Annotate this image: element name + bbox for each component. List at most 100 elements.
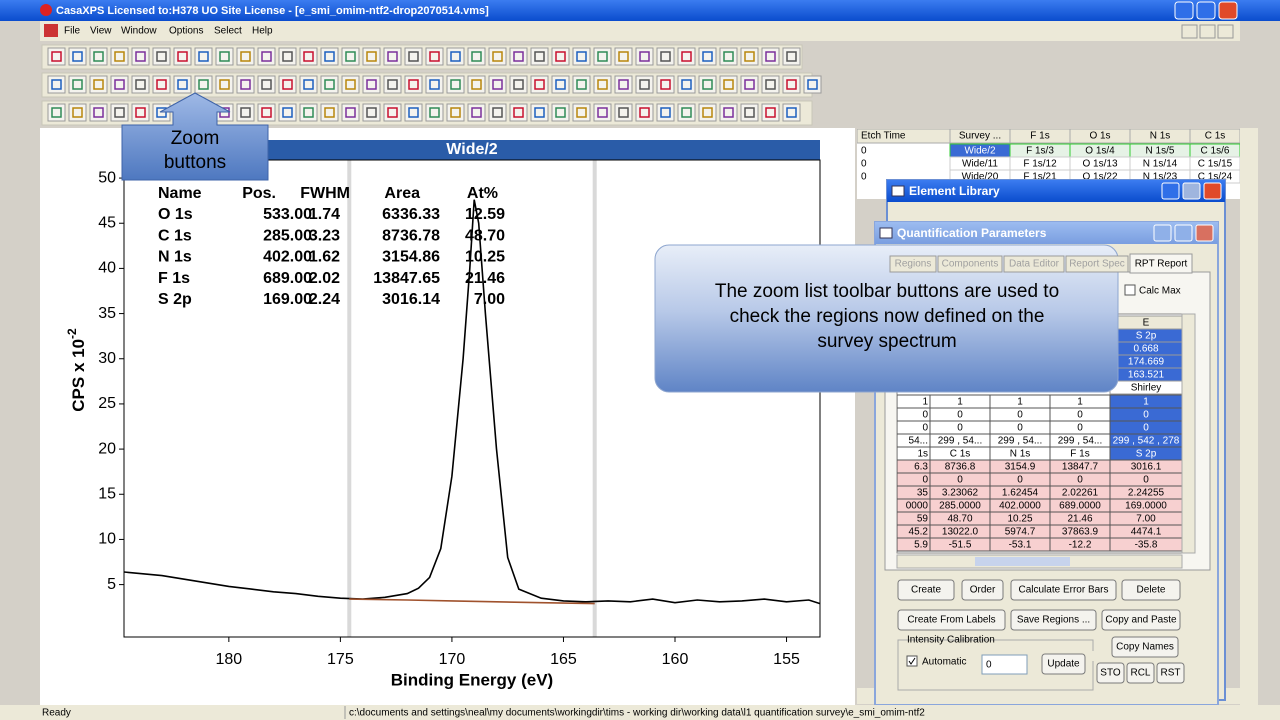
toolbar-button[interactable] <box>110 75 129 94</box>
toolbar-button[interactable] <box>551 103 570 122</box>
toolbar-button[interactable] <box>47 47 66 66</box>
toolbar-button[interactable] <box>782 47 801 66</box>
toolbar-button[interactable] <box>341 47 360 66</box>
toolbar-button[interactable] <box>320 75 339 94</box>
toolbar-button[interactable] <box>425 75 444 94</box>
button-label[interactable]: RCL <box>1130 668 1150 679</box>
toolbar-button[interactable] <box>782 75 801 94</box>
toolbar-button[interactable] <box>404 47 423 66</box>
toolbar-button[interactable] <box>89 75 108 94</box>
button[interactable] <box>897 579 955 601</box>
toolbar-button[interactable] <box>656 75 675 94</box>
toolbar-button[interactable] <box>341 103 360 122</box>
toolbar-button[interactable] <box>47 103 66 122</box>
toolbar-button[interactable] <box>593 75 612 94</box>
menu-item[interactable]: Options <box>169 26 203 37</box>
toolbar-button[interactable] <box>551 47 570 66</box>
toolbar-button[interactable] <box>362 103 381 122</box>
toolbar-button[interactable] <box>593 47 612 66</box>
button-label[interactable]: Save Regions ... <box>1017 615 1090 626</box>
menu-item[interactable]: View <box>90 26 112 37</box>
toolbar-button[interactable] <box>467 75 486 94</box>
toolbar-button[interactable] <box>278 75 297 94</box>
toolbar-button[interactable] <box>530 47 549 66</box>
tab[interactable] <box>1003 255 1065 273</box>
toolbar-button[interactable] <box>194 75 213 94</box>
toolbar-button[interactable] <box>719 103 738 122</box>
toolbar-button[interactable] <box>341 75 360 94</box>
toolbar-button[interactable] <box>656 103 675 122</box>
button-label[interactable]: Copy Names <box>1116 642 1174 653</box>
calibration-input[interactable] <box>981 654 1028 675</box>
button-label[interactable]: RST <box>1161 668 1181 679</box>
toolbar-button[interactable] <box>635 75 654 94</box>
toolbar-button[interactable] <box>446 47 465 66</box>
button[interactable] <box>1126 662 1155 684</box>
toolbar-button[interactable] <box>740 103 759 122</box>
toolbar-button[interactable] <box>236 47 255 66</box>
toolbar-button[interactable] <box>152 75 171 94</box>
toolbar-button[interactable] <box>488 103 507 122</box>
mdi-minimize[interactable] <box>1181 24 1198 39</box>
toolbar-button[interactable] <box>257 103 276 122</box>
toolbar-button[interactable] <box>614 103 633 122</box>
button[interactable] <box>1121 579 1181 601</box>
button[interactable] <box>961 579 1004 601</box>
button[interactable] <box>1096 662 1125 684</box>
menu-item[interactable]: Window <box>121 26 157 37</box>
minimize-button[interactable] <box>1174 1 1194 20</box>
close-button[interactable] <box>1203 182 1222 200</box>
tab-label[interactable]: RPT Report <box>1135 259 1188 270</box>
toolbar-button[interactable] <box>719 47 738 66</box>
tab-label[interactable]: Report Spec <box>1069 259 1125 270</box>
toolbar-button[interactable] <box>698 103 717 122</box>
button[interactable] <box>1156 662 1185 684</box>
maximize-button[interactable] <box>1182 182 1201 200</box>
toolbar-button[interactable] <box>761 103 780 122</box>
toolbar-button[interactable] <box>236 103 255 122</box>
button-label[interactable]: Update <box>1047 659 1080 670</box>
toolbar-button[interactable] <box>446 75 465 94</box>
toolbar-button[interactable] <box>131 103 150 122</box>
toolbar-button[interactable] <box>278 103 297 122</box>
toolbar-button[interactable] <box>215 75 234 94</box>
minimize-button[interactable] <box>1161 182 1180 200</box>
toolbar-button[interactable] <box>593 103 612 122</box>
toolbar-button[interactable] <box>803 75 822 94</box>
toolbar-button[interactable] <box>677 103 696 122</box>
toolbar-button[interactable] <box>509 75 528 94</box>
toolbar-button[interactable] <box>509 47 528 66</box>
mdi-restore[interactable] <box>1199 24 1216 39</box>
toolbar-button[interactable] <box>551 75 570 94</box>
toolbar-button[interactable] <box>383 75 402 94</box>
tab-label[interactable]: Regions <box>895 259 932 270</box>
toolbar-button[interactable] <box>656 47 675 66</box>
toolbar-button[interactable] <box>740 75 759 94</box>
button[interactable] <box>1010 579 1117 601</box>
close-button[interactable] <box>1218 1 1238 20</box>
toolbar-button[interactable] <box>362 75 381 94</box>
button-label[interactable]: Order <box>970 585 996 596</box>
close-button[interactable] <box>1195 224 1214 242</box>
toolbar-button[interactable] <box>299 75 318 94</box>
button-label[interactable]: STO <box>1100 668 1121 679</box>
toolbar-button[interactable] <box>383 103 402 122</box>
button[interactable] <box>1101 609 1181 631</box>
toolbar-button[interactable] <box>173 75 192 94</box>
toolbar-button[interactable] <box>47 75 66 94</box>
toolbar-button[interactable] <box>131 75 150 94</box>
toolbar-button[interactable] <box>110 103 129 122</box>
tab[interactable] <box>889 255 937 273</box>
minimize-button[interactable] <box>1153 224 1172 242</box>
button-label[interactable]: Create <box>911 585 941 596</box>
toolbar-button[interactable] <box>89 103 108 122</box>
toolbar-button[interactable] <box>572 47 591 66</box>
toolbar-button[interactable] <box>173 47 192 66</box>
toolbar-button[interactable] <box>68 75 87 94</box>
toolbar-button[interactable] <box>152 47 171 66</box>
tab-label[interactable]: Data Editor <box>1009 259 1060 270</box>
input-value[interactable]: 0 <box>986 660 992 671</box>
toolbar-button[interactable] <box>698 47 717 66</box>
toolbar-button[interactable] <box>530 75 549 94</box>
toolbar-button[interactable] <box>257 75 276 94</box>
